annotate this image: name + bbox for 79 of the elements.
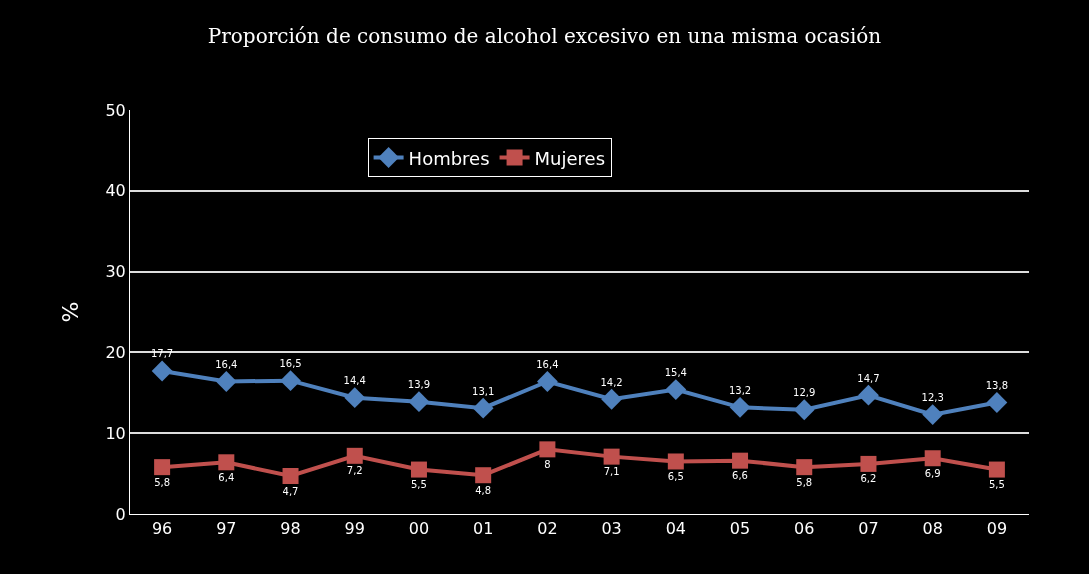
data-label: 14,2 (600, 376, 623, 388)
data-label: 4,7 (282, 485, 299, 497)
point (472, 397, 494, 419)
y-tick-label: 20 (105, 343, 126, 362)
point (922, 404, 944, 426)
data-label: 4,8 (475, 484, 492, 496)
data-label: 6,4 (218, 471, 235, 483)
x-tick-label: 01 (473, 519, 494, 539)
chart-title: Proporción de consumo de alcohol excesivo en una misma ocasión (207, 23, 882, 48)
point (218, 454, 235, 471)
point (860, 455, 877, 472)
point (282, 468, 299, 485)
x-tick-label: 98 (280, 519, 301, 539)
data-label: 8 (544, 458, 551, 470)
data-label: 16,5 (279, 358, 302, 370)
x-tick-label: 99 (344, 519, 365, 539)
y-axis-title: % (58, 301, 84, 323)
point (924, 450, 941, 467)
point (858, 384, 879, 406)
data-label: 14,7 (857, 372, 880, 384)
data-label: 6,9 (924, 467, 941, 479)
point (732, 452, 749, 469)
x-tick-label: 09 (986, 519, 1008, 539)
x-tick-label: 06 (794, 519, 815, 539)
y-tick-label: 30 (105, 262, 126, 282)
data-label: 16,4 (215, 358, 238, 370)
x-tick-label: 04 (665, 519, 686, 539)
x-tick-label: 05 (729, 519, 751, 539)
point (603, 448, 620, 465)
point (667, 453, 684, 470)
x-tick-label: 08 (922, 519, 943, 539)
point (344, 387, 366, 409)
data-label: 12,3 (921, 392, 944, 404)
y-tick-label: 10 (105, 423, 126, 443)
x-tick-label: 00 (408, 519, 430, 539)
data-label: 13,8 (985, 380, 1009, 391)
point (154, 459, 171, 476)
point (601, 388, 623, 410)
x-tick-label: 97 (216, 519, 237, 539)
point (408, 391, 430, 413)
point (729, 396, 751, 418)
x-tick-label: 02 (537, 519, 558, 539)
data-label: 6,6 (732, 470, 748, 482)
x-tick-label: 96 (151, 519, 173, 539)
data-label: 7,2 (346, 465, 363, 477)
data-label: 5,5 (411, 479, 427, 491)
point (796, 459, 813, 476)
point (665, 379, 687, 400)
data-label: 13,1 (472, 385, 495, 397)
data-label: 6,2 (860, 473, 877, 485)
data-label: 12,9 (793, 387, 816, 399)
data-label: 13,9 (407, 379, 431, 391)
point (215, 371, 237, 392)
legend-label: Hombres (408, 147, 490, 169)
data-label: 15,4 (664, 367, 687, 379)
data-label: 5,5 (988, 479, 1005, 491)
point (986, 392, 1008, 413)
point (410, 461, 427, 478)
x-tick-label: 03 (601, 519, 622, 539)
point (475, 467, 492, 484)
data-label: 5,8 (796, 476, 813, 488)
data-label: 7,1 (603, 466, 620, 478)
y-tick-label: 50 (105, 100, 126, 120)
data-label: 13,2 (728, 384, 752, 396)
point (793, 399, 815, 421)
data-label: 16,4 (536, 358, 559, 370)
legend-label: Mujeres (534, 147, 606, 169)
point (346, 447, 363, 464)
y-tick-label: 0 (115, 504, 126, 524)
data-label: 14,4 (343, 375, 366, 387)
point (151, 360, 173, 382)
y-tick-label: 40 (105, 181, 126, 201)
point (988, 461, 1005, 478)
point (539, 441, 556, 458)
point (536, 371, 558, 392)
data-label: 5,8 (154, 476, 171, 488)
x-tick-label: 07 (858, 519, 879, 539)
point (280, 370, 301, 392)
data-label: 6,5 (667, 470, 684, 482)
